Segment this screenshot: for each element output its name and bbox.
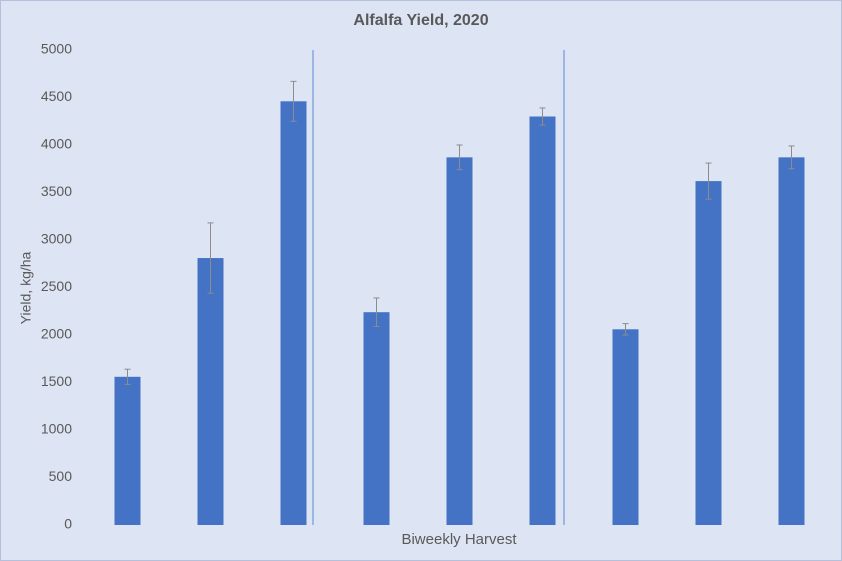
y-tick-label: 1500 bbox=[41, 373, 72, 389]
bar bbox=[529, 116, 556, 525]
bar bbox=[612, 329, 639, 525]
y-tick-label: 2000 bbox=[41, 326, 72, 342]
y-tick-label: 3000 bbox=[41, 231, 72, 247]
error-bar bbox=[124, 368, 131, 385]
y-tick-label: 500 bbox=[49, 468, 73, 484]
bar bbox=[695, 181, 722, 525]
y-tick-label: 4500 bbox=[41, 88, 72, 104]
y-tick-label: 1000 bbox=[41, 421, 72, 437]
error-bar bbox=[207, 222, 214, 294]
bar bbox=[197, 258, 224, 525]
bar bbox=[280, 101, 307, 526]
bar bbox=[114, 376, 141, 525]
error-bar bbox=[705, 162, 712, 200]
y-tick-label: 3500 bbox=[41, 183, 72, 199]
y-tick-label: 5000 bbox=[41, 41, 72, 57]
chart-title: Alfalfa Yield, 2020 bbox=[353, 12, 488, 29]
y-tick-label: 0 bbox=[64, 516, 72, 532]
error-bar bbox=[456, 144, 463, 171]
bar bbox=[363, 312, 390, 525]
y-tick-label: 4000 bbox=[41, 136, 72, 152]
bar bbox=[778, 157, 805, 525]
error-bar bbox=[539, 107, 546, 126]
error-bar bbox=[373, 297, 380, 327]
x-axis-label: Biweekly Harvest bbox=[401, 531, 517, 548]
error-bar bbox=[290, 80, 297, 122]
error-bar bbox=[622, 323, 629, 336]
bar bbox=[446, 157, 473, 525]
y-tick-label: 2500 bbox=[41, 278, 72, 294]
y-axis-label: Yield, kg/ha bbox=[18, 251, 34, 324]
error-bar bbox=[788, 145, 795, 170]
